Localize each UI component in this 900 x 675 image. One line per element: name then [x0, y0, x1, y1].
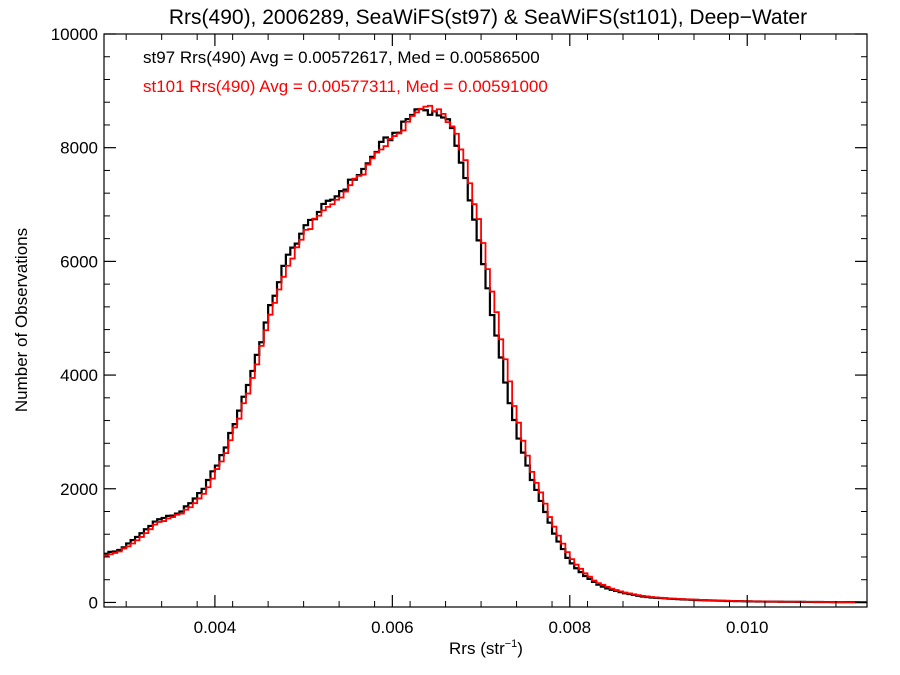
y-axis-label: Number of Observations [12, 228, 31, 412]
x-axis-label-sup: −1 [505, 638, 518, 650]
plot-frame [103, 33, 868, 608]
plot-area: 0.004 0.006 0.008 0.010 0 2000 4000 6000 8000 100… [51, 25, 868, 637]
y-tick-label: 4000 [60, 366, 98, 385]
x-axis-label-close: ) [517, 639, 523, 658]
x-tick-label: 0.008 [549, 618, 592, 637]
series-line-st97 [104, 107, 867, 604]
y-tick-label: 8000 [60, 139, 98, 158]
ticks-layer: 0.004 0.006 0.008 0.010 0 2000 4000 6000 8000 100… [51, 25, 867, 637]
chart-title: Rrs(490), 2006289, SeaWiFS(st97) & SeaWi… [169, 6, 807, 29]
annotation-st97: st97 Rrs(490) Avg = 0.00572617, Med = 0.… [143, 48, 540, 67]
annotations: st97 Rrs(490) Avg = 0.00572617, Med = 0.… [143, 48, 548, 96]
x-tick-label: 0.010 [726, 618, 769, 637]
x-axis-label-main: Rrs (str [449, 639, 505, 658]
x-tick-label: 0.004 [194, 618, 237, 637]
y-tick-label: 10000 [51, 25, 98, 44]
y-tick-label: 2000 [60, 480, 98, 499]
annotation-st101: st101 Rrs(490) Avg = 0.00577311, Med = 0… [143, 77, 548, 96]
series-layer [104, 104, 867, 604]
x-axis-label: Rrs (str−1) [449, 638, 523, 658]
y-tick-label: 0 [89, 593, 98, 612]
x-tick-label: 0.006 [371, 618, 414, 637]
y-tick-label: 6000 [60, 252, 98, 271]
series-line-st101 [104, 104, 867, 604]
